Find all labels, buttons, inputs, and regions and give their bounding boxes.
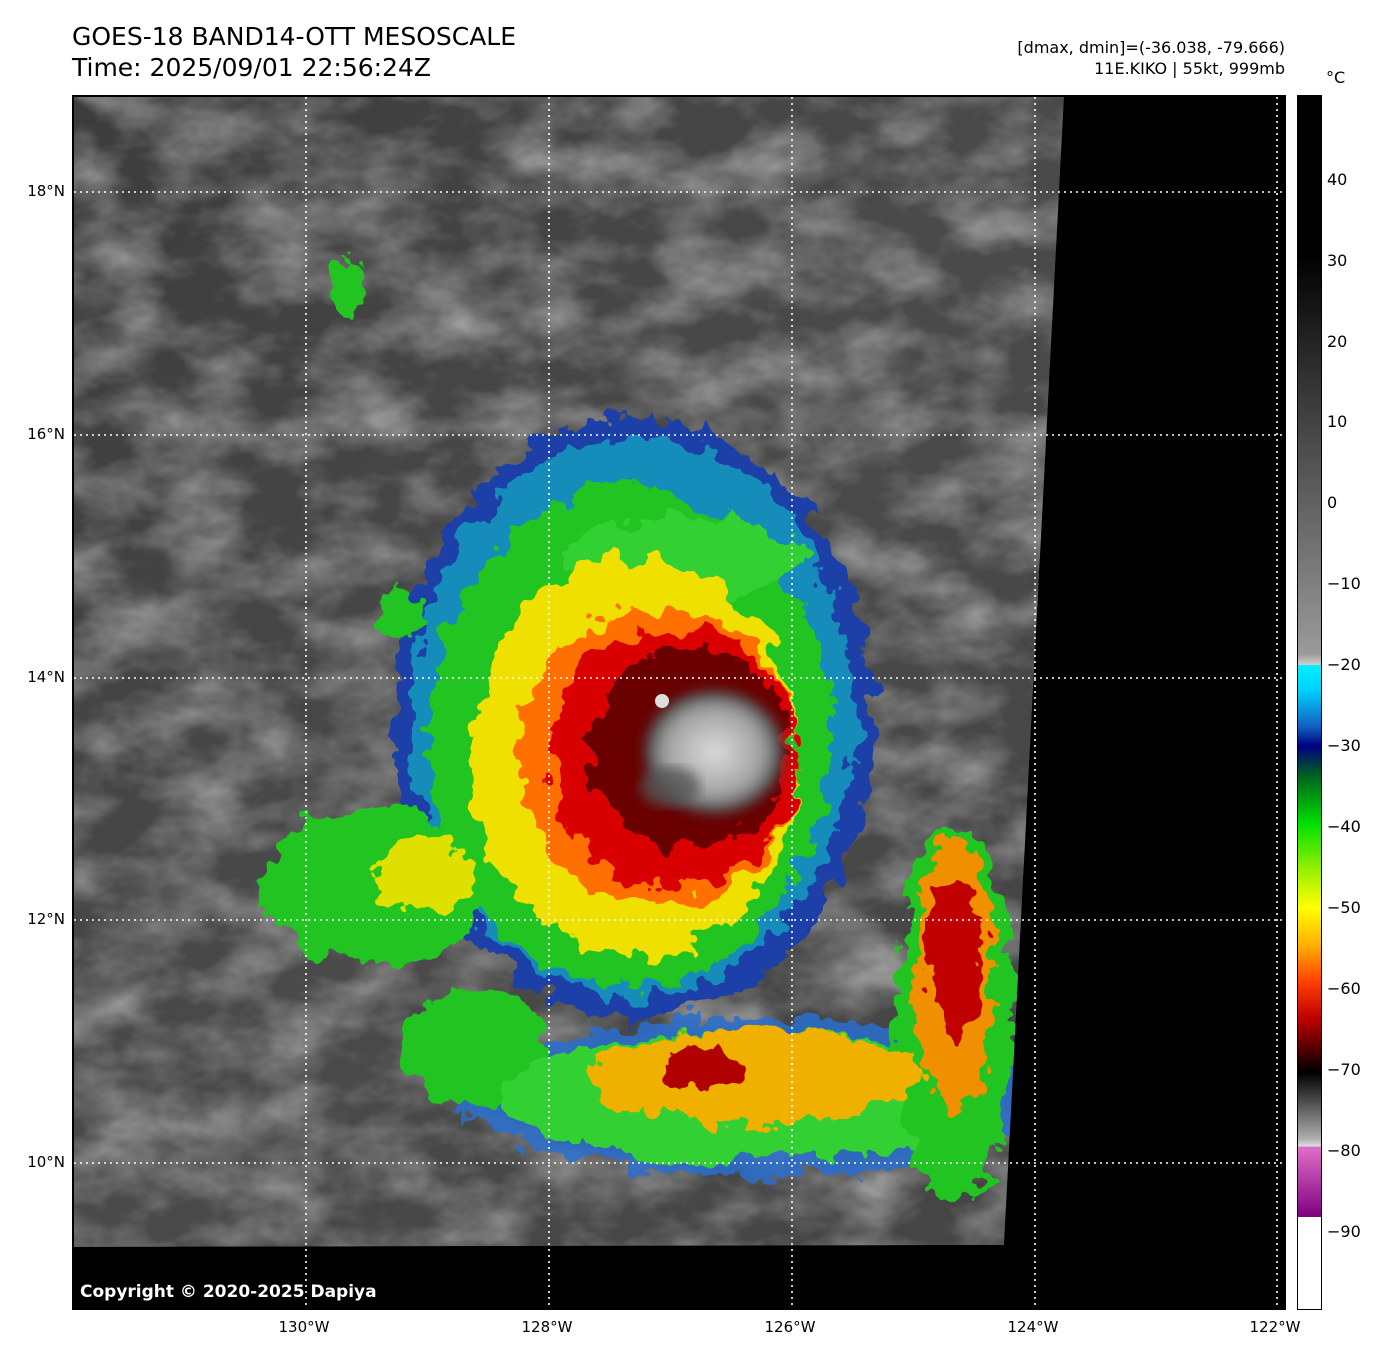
lat-label-10n: 10°N xyxy=(27,1153,65,1171)
colorbar-tick-10: 10 xyxy=(1327,412,1348,431)
lon-label-128w: 128°W xyxy=(521,1318,573,1336)
colorbar-tick-0: 0 xyxy=(1327,493,1338,512)
colorbar-tick-20: 20 xyxy=(1327,332,1348,351)
storm-eye xyxy=(640,690,784,814)
lon-label-122w: 122°W xyxy=(1249,1318,1301,1336)
colorbar-tick-m20: −20 xyxy=(1327,655,1361,674)
storm-info-text: 11E.KIKO | 55kt, 999mb xyxy=(1094,59,1285,78)
graticule xyxy=(74,97,1284,1308)
lat-label-14n: 14°N xyxy=(27,668,65,686)
colorbar xyxy=(1297,95,1322,1310)
colorbar-unit: °C xyxy=(1326,68,1346,87)
chart-timestamp: Time: 2025/09/01 22:56:24Z xyxy=(72,53,431,82)
lon-label-126w: 126°W xyxy=(764,1318,816,1336)
lon-label-130w: 130°W xyxy=(278,1318,330,1336)
storm-clouds xyxy=(264,257,1044,1207)
satellite-imagery xyxy=(74,97,1284,1308)
lon-label-124w: 124°W xyxy=(1007,1318,1059,1336)
lat-label-18n: 18°N xyxy=(27,182,65,200)
chart-title: GOES-18 BAND14-OTT MESOSCALE xyxy=(72,22,517,51)
colorbar-tick-m40: −40 xyxy=(1327,817,1361,836)
colorbar-tick-m80: −80 xyxy=(1327,1141,1361,1160)
colorbar-tick-m90: −90 xyxy=(1327,1222,1361,1241)
lat-label-16n: 16°N xyxy=(27,425,65,443)
lat-label-12n: 12°N xyxy=(27,910,65,928)
colorbar-tick-m10: −10 xyxy=(1327,574,1361,593)
data-range-text: [dmax, dmin]=(-36.038, -79.666) xyxy=(1017,38,1285,57)
colorbar-tick-30: 30 xyxy=(1327,251,1348,270)
copyright-text: Copyright © 2020-2025 Dapiya xyxy=(80,1282,377,1302)
colorbar-tick-m70: −70 xyxy=(1327,1060,1361,1079)
colorbar-gradient xyxy=(1298,96,1321,1309)
satellite-map: Copyright © 2020-2025 Dapiya xyxy=(72,95,1286,1310)
colorbar-tick-m60: −60 xyxy=(1327,979,1361,998)
no-data-region xyxy=(74,97,1284,1308)
colorbar-tick-40: 40 xyxy=(1327,170,1348,189)
colorbar-tick-m50: −50 xyxy=(1327,898,1361,917)
colorbar-tick-m30: −30 xyxy=(1327,736,1361,755)
